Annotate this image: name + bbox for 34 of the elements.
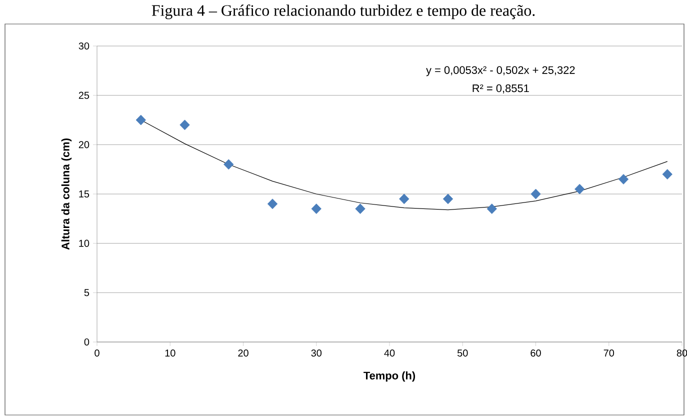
y-axis-title: Altura da coluna (cm) [61, 138, 72, 250]
y-tick-label: 0 [84, 338, 90, 346]
x-tick-label: 30 [311, 350, 322, 357]
y-tick-label: 5 [84, 289, 90, 296]
point [442, 194, 454, 204]
point [136, 114, 146, 126]
point [618, 174, 629, 184]
point [180, 120, 190, 130]
point [399, 194, 410, 204]
x-tick-label: 80 [676, 350, 687, 357]
x-tick-label: 0 [94, 350, 100, 357]
x-tick-label: 10 [165, 350, 176, 357]
point [574, 184, 585, 194]
point [224, 159, 234, 170]
point [311, 204, 322, 214]
x-tick-label: 40 [384, 350, 395, 357]
point [355, 204, 366, 214]
y-tick-label: 10 [79, 240, 90, 247]
point [530, 188, 541, 200]
annotation: y = 0,0053x² - 0,502x + 25,322 [426, 66, 575, 76]
annotation: R² = 0,8551 [472, 84, 529, 94]
x-tick-label: 20 [238, 350, 248, 357]
chart-title: Figura 4 – Gráfico relacionando turbidez e tempo de reação. [152, 4, 535, 20]
y-tick-label: 15 [79, 190, 90, 198]
point [662, 169, 672, 180]
x-tick-label: 60 [530, 350, 541, 357]
x-tick-label: 70 [604, 350, 614, 357]
x-tick-label: 50 [457, 350, 468, 357]
y-tick-label: 30 [78, 42, 90, 50]
y-tick-label: 20 [78, 141, 90, 148]
y-tick-label: 25 [78, 92, 90, 99]
x-axis-title: Tempo (h) [364, 371, 416, 382]
point [267, 198, 278, 210]
point [486, 204, 497, 214]
